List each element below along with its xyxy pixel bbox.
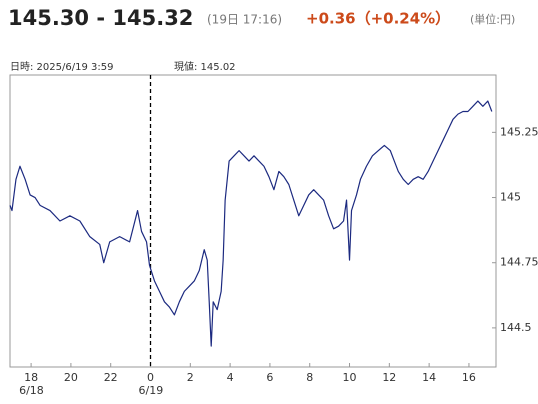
- y-tick-label: 145: [500, 191, 521, 204]
- change: +0.36（+0.24%）: [306, 10, 450, 28]
- x-tick-label: 22: [104, 371, 118, 384]
- plot-frame: [9, 74, 497, 368]
- unit: (単位:円): [470, 12, 515, 26]
- price: 145.30 - 145.32: [8, 6, 193, 30]
- x-tick-label: 8: [306, 371, 313, 384]
- x-tick-label: 16: [462, 371, 476, 384]
- x-tick-label: 6: [266, 371, 273, 384]
- x-tick-label: 4: [227, 371, 234, 384]
- x-tick-label: 14: [422, 371, 436, 384]
- current: 現値: 145.02: [174, 60, 236, 73]
- x-tick-label: 0: [147, 371, 154, 384]
- x-tick-label: 20: [64, 371, 78, 384]
- y-tick-label: 144.75: [500, 256, 538, 269]
- y-tick-label: 145.25: [500, 125, 538, 138]
- date-label: 6/19: [139, 384, 164, 397]
- y-tick-label: 144.5: [500, 321, 532, 334]
- x-tick-label: 10: [343, 371, 357, 384]
- x-tick-label: 18: [24, 371, 38, 384]
- price-line: [9, 100, 493, 347]
- datetime: 日時: 2025/6/19 3:59: [10, 61, 113, 73]
- x-tick-label: 2: [187, 371, 194, 384]
- time: (19日 17:16): [207, 13, 282, 27]
- date-label: 6/18: [19, 384, 44, 397]
- x-tick-label: 12: [382, 371, 396, 384]
